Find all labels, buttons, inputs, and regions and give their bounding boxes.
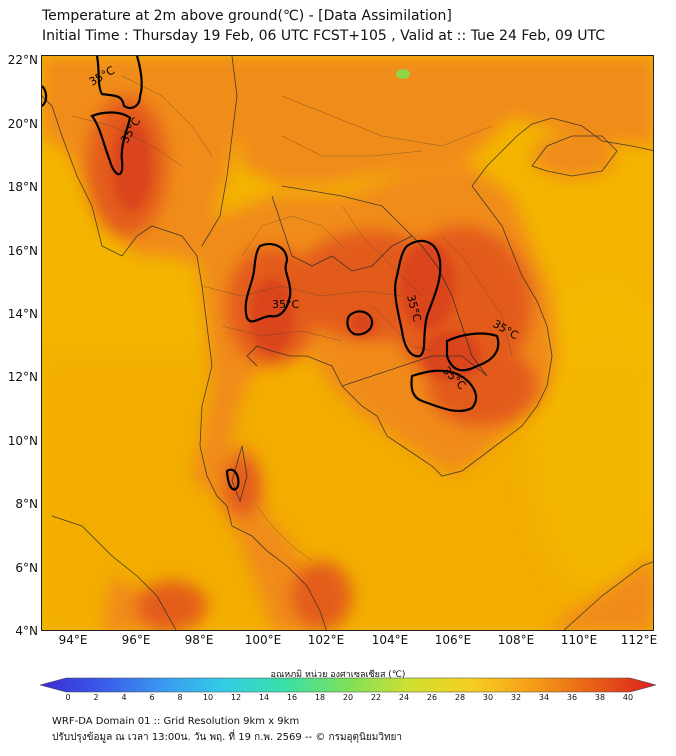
lon-label-108e: 108°E	[497, 633, 535, 647]
lat-label-18n: 18°N	[7, 180, 38, 194]
colorbar-title: อุณหภูมิ หน่วย องศาเซลเซียส (℃)	[270, 670, 406, 680]
colorbar-tick-label: 12	[230, 693, 242, 702]
lat-label-12n: 12°N	[7, 370, 38, 384]
lat-label-20n: 20°N	[7, 117, 38, 131]
lon-label-100e: 100°E	[244, 633, 282, 647]
colorbar-tick-label: 18	[314, 693, 326, 702]
lat-label-22n: 22°N	[7, 53, 38, 67]
colorbar-tick-label: 14	[258, 693, 270, 702]
colorbar-tick-label: 38	[594, 693, 606, 702]
ocean-tint-east	[532, 276, 653, 596]
colorbar-tick-label: 4	[121, 693, 127, 702]
colorbar-tick-label: 6	[149, 693, 155, 702]
colorbar-tick-label: 22	[370, 693, 382, 702]
colorbar-tick-label: 16	[286, 693, 298, 702]
colorbar-tick-label: 8	[177, 693, 183, 702]
footer-line-2: ปรับปรุงข้อมูล ณ เวลา 13:00น. วัน พฤ. ที…	[52, 732, 403, 743]
colorbar-tick-label: 24	[398, 693, 410, 702]
lat-label-14n: 14°N	[7, 307, 38, 321]
title-line-1: Temperature at 2m above ground(℃) - [Dat…	[42, 8, 452, 24]
lat-label-10n: 10°N	[7, 434, 38, 448]
contour-35c	[42, 56, 500, 491]
cool-spot	[396, 69, 410, 79]
lon-label-94e: 94°E	[58, 633, 88, 647]
colorbar-tick-label: 40	[622, 693, 634, 702]
colorbar-tick-label: 34	[538, 693, 550, 702]
lon-label-96e: 96°E	[121, 633, 151, 647]
lon-label-98e: 98°E	[184, 633, 214, 647]
lat-label-6n: 6°N	[15, 561, 38, 575]
colorbar-tick-label: 0	[65, 693, 71, 702]
lat-label-16n: 16°N	[7, 244, 38, 258]
colorbar-bar	[40, 677, 656, 693]
lon-label-104e: 104°E	[371, 633, 409, 647]
map-title: Temperature at 2m above ground(℃) - [Dat…	[42, 6, 605, 46]
colorbar-tick-label: 32	[510, 693, 522, 702]
lon-label-112e: 112°E	[620, 633, 658, 647]
contour-label-3: 35°C	[272, 298, 299, 311]
colorbar-tick-label: 10	[202, 693, 214, 702]
colorbar-tick-label: 26	[426, 693, 438, 702]
province-borders	[71, 75, 513, 562]
colorbar-tick-label: 2	[93, 693, 99, 702]
footer-line-1: WRF-DA Domain 01 :: Grid Resolution 9km …	[52, 716, 300, 727]
temperature-map-canvas: 35°C 35°C 35°C 35°C 35°C 35°C	[42, 56, 653, 630]
colorbar	[40, 677, 656, 693]
lon-label-110e: 110°E	[560, 633, 598, 647]
lat-label-4n: 4°N	[15, 624, 38, 638]
lon-label-106e: 106°E	[434, 633, 472, 647]
colorbar-tick-label: 20	[342, 693, 354, 702]
colorbar-tick-label: 30	[482, 693, 494, 702]
temperature-map[interactable]: 35°C 35°C 35°C 35°C 35°C 35°C	[41, 55, 654, 631]
lat-label-8n: 8°N	[15, 497, 38, 511]
colorbar-tick-label: 36	[566, 693, 578, 702]
title-line-2: Initial Time : Thursday 19 Feb, 06 UTC F…	[42, 28, 606, 44]
colorbar-tick-label: 28	[454, 693, 466, 702]
lon-label-102e: 102°E	[307, 633, 345, 647]
